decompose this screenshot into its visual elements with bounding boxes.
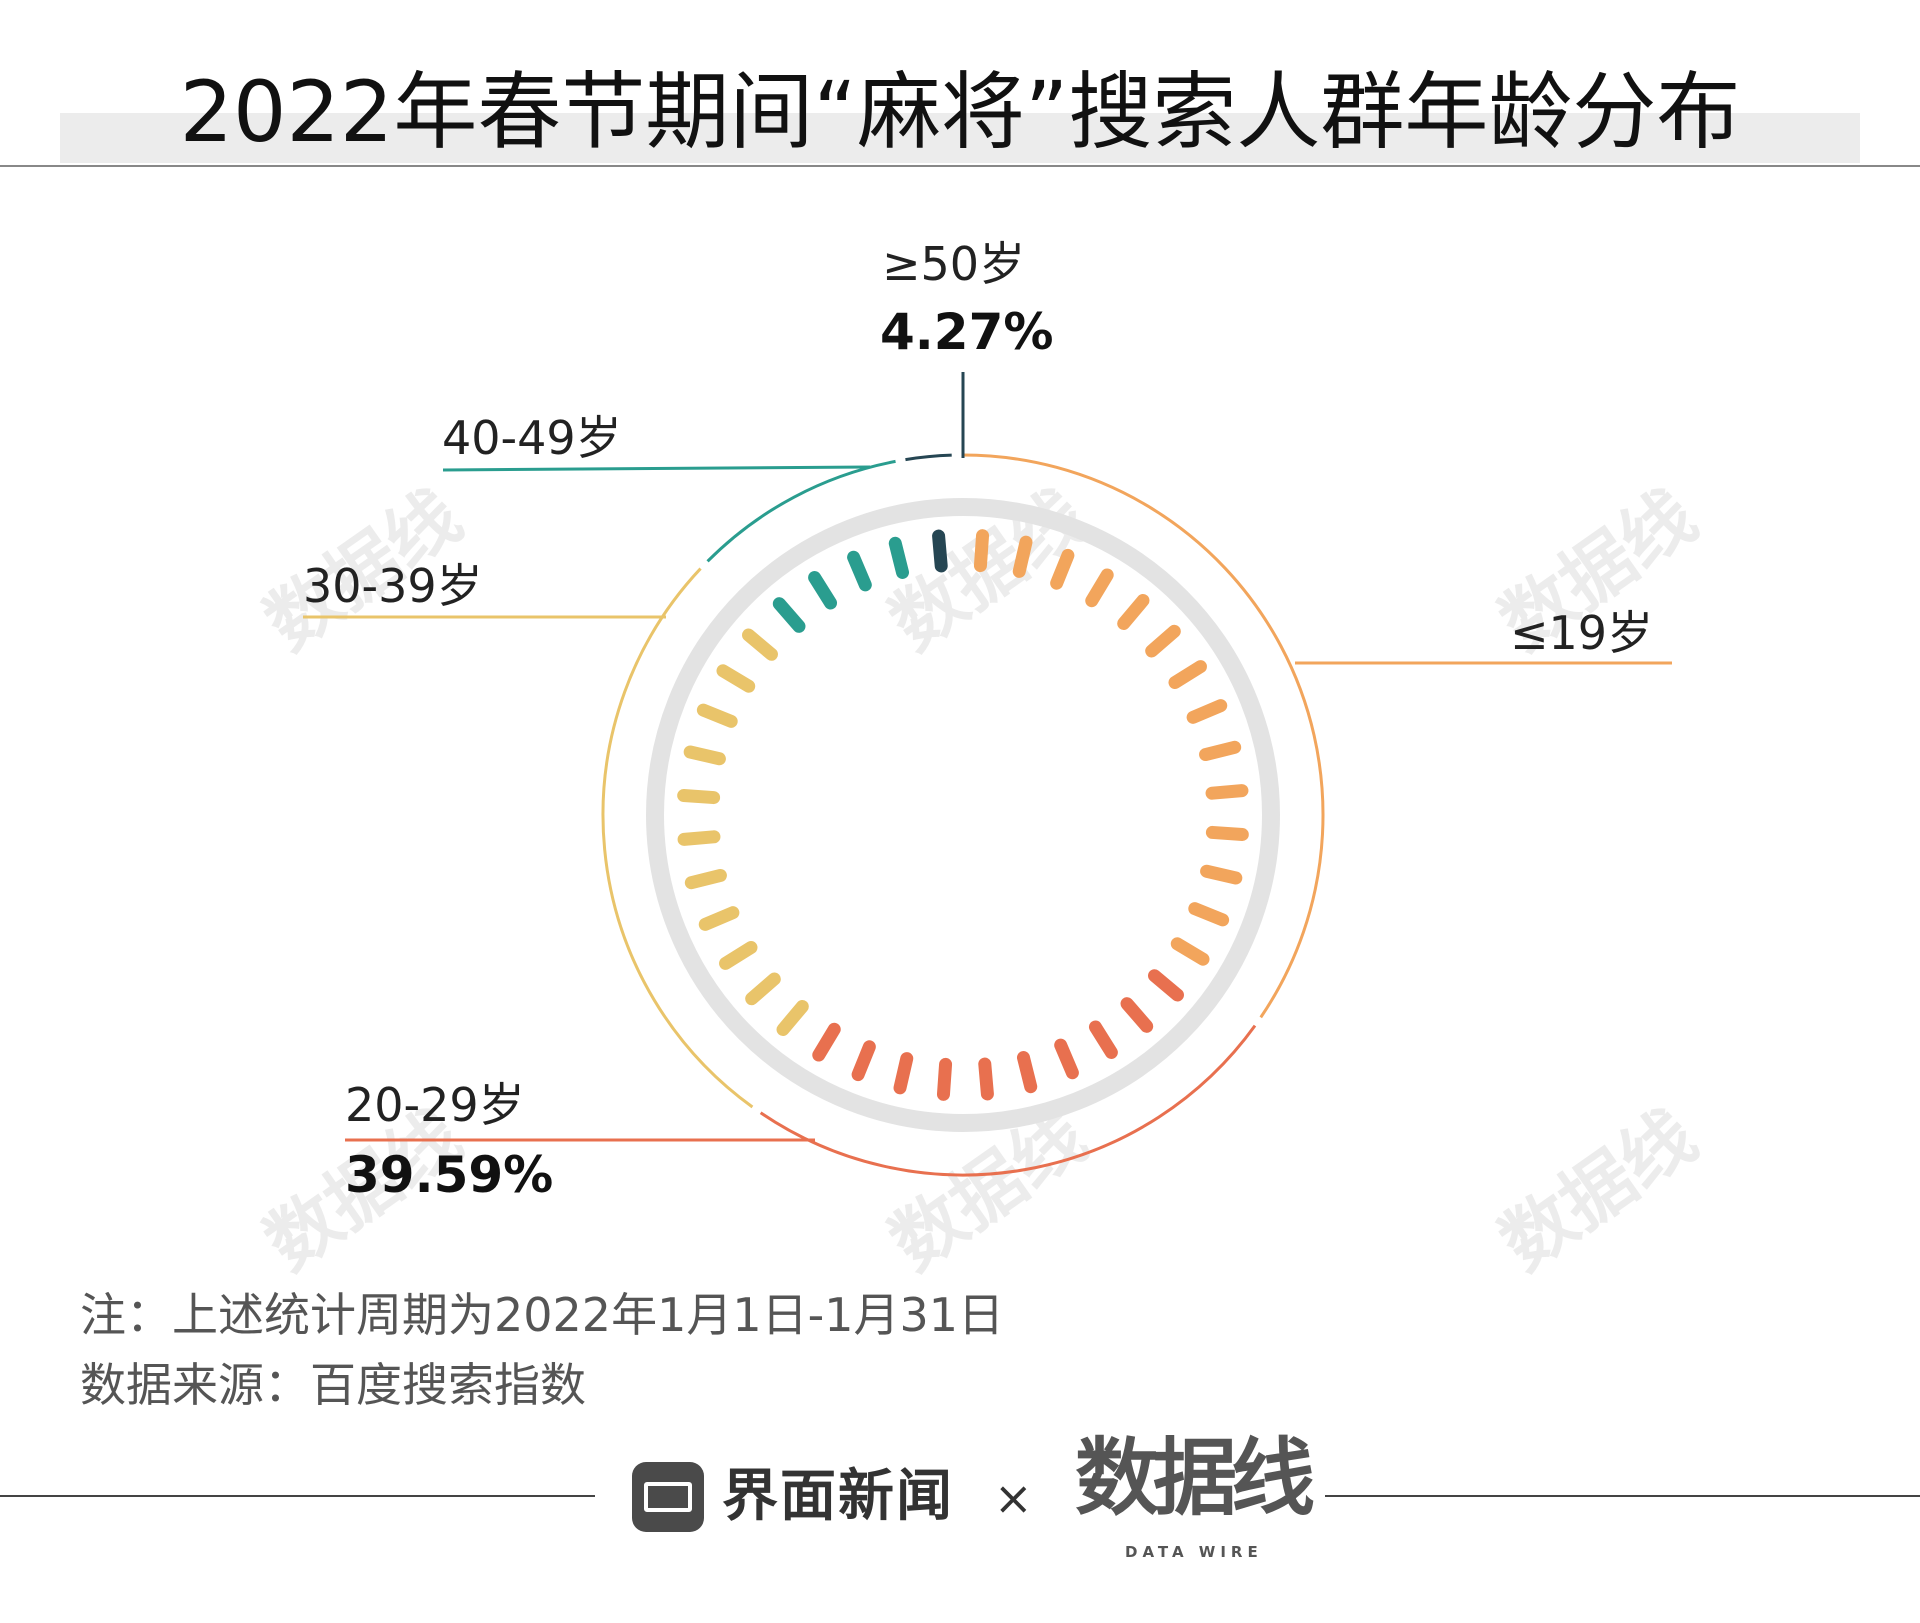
tick-marks	[677, 529, 1249, 1101]
ring-tick	[1188, 902, 1230, 927]
inner-track-ring	[646, 498, 1280, 1132]
ring-tick	[978, 1057, 994, 1101]
ring-tick	[696, 703, 738, 728]
label-under-19: ≤19岁	[1510, 606, 1654, 660]
label-30-39: 30-39岁	[303, 559, 483, 613]
ring-tick	[683, 745, 726, 766]
title-divider	[0, 165, 1920, 167]
label-40-49: 40-49岁	[442, 411, 622, 465]
ring-tick	[1050, 548, 1075, 590]
ring-tick	[742, 628, 778, 661]
footer-rule-right	[1325, 1495, 1920, 1497]
label-20-29: 20-29岁	[345, 1078, 525, 1132]
ring-tick	[1205, 825, 1249, 842]
ring-tick	[1186, 699, 1228, 724]
ring-tick	[716, 664, 756, 693]
ring-tick	[1200, 864, 1243, 885]
ring-tick	[1016, 1051, 1038, 1094]
ring-tick	[1199, 740, 1242, 762]
collab-separator: ×	[994, 1471, 1033, 1525]
ring-tick	[847, 550, 872, 592]
ring-tick	[698, 906, 740, 931]
period-note: 注：上述统计周期为2022年1月1日-1月31日	[80, 1288, 1004, 1342]
ring-tick	[745, 972, 781, 1006]
ring-tick	[1145, 624, 1181, 658]
ring-tick	[1085, 568, 1114, 608]
outer-arcs	[601, 453, 1325, 1177]
ring-tick	[932, 529, 948, 573]
ring-tick	[776, 1000, 809, 1036]
ring-tick	[684, 868, 727, 890]
ring-tick	[1088, 1020, 1118, 1059]
slice-arc	[759, 1024, 1257, 1177]
chart-title: 2022年春节期间“麻将”搜索人群年龄分布	[179, 63, 1741, 161]
footer-rule-left	[0, 1495, 595, 1497]
slice-arc	[905, 453, 952, 462]
ring-tick	[973, 529, 990, 573]
ring-tick	[1117, 594, 1150, 630]
ring-tick	[888, 536, 910, 579]
ring-tick	[1054, 1038, 1079, 1080]
ring-tick	[772, 597, 806, 633]
ring-tick	[1148, 969, 1184, 1002]
slice-arc	[961, 453, 1325, 1019]
ring-tick	[677, 788, 721, 805]
ring-tick	[719, 940, 758, 970]
leader-line	[442, 465, 871, 472]
ring-tick	[677, 830, 721, 846]
partner-logo: 数据线	[1075, 1429, 1315, 1527]
ring-tick	[808, 571, 838, 610]
ring-tick	[1168, 660, 1207, 690]
label-50-plus: ≥50岁	[882, 237, 1026, 291]
source-note: 数据来源：百度搜索指数	[80, 1358, 586, 1412]
value-50-plus: 4.27%	[880, 303, 1054, 361]
ring-tick	[893, 1052, 914, 1095]
slice-arc	[601, 567, 754, 1109]
ring-tick	[812, 1022, 841, 1062]
brand-logo-icon	[632, 1462, 704, 1532]
ring-tick	[851, 1040, 876, 1082]
ring-tick	[1205, 784, 1249, 800]
ring-tick	[1012, 535, 1033, 578]
leader-lines	[303, 372, 1672, 1142]
brand-name: 界面新闻	[722, 1464, 954, 1529]
ring-tick	[936, 1057, 953, 1101]
title-band	[60, 113, 1860, 163]
ring-tick	[1170, 937, 1210, 966]
value-20-29: 39.59%	[345, 1146, 554, 1204]
ring-tick	[1120, 997, 1154, 1033]
slice-arc	[706, 459, 896, 563]
partner-logo-subtitle: DATA WIRE	[1125, 1543, 1263, 1561]
